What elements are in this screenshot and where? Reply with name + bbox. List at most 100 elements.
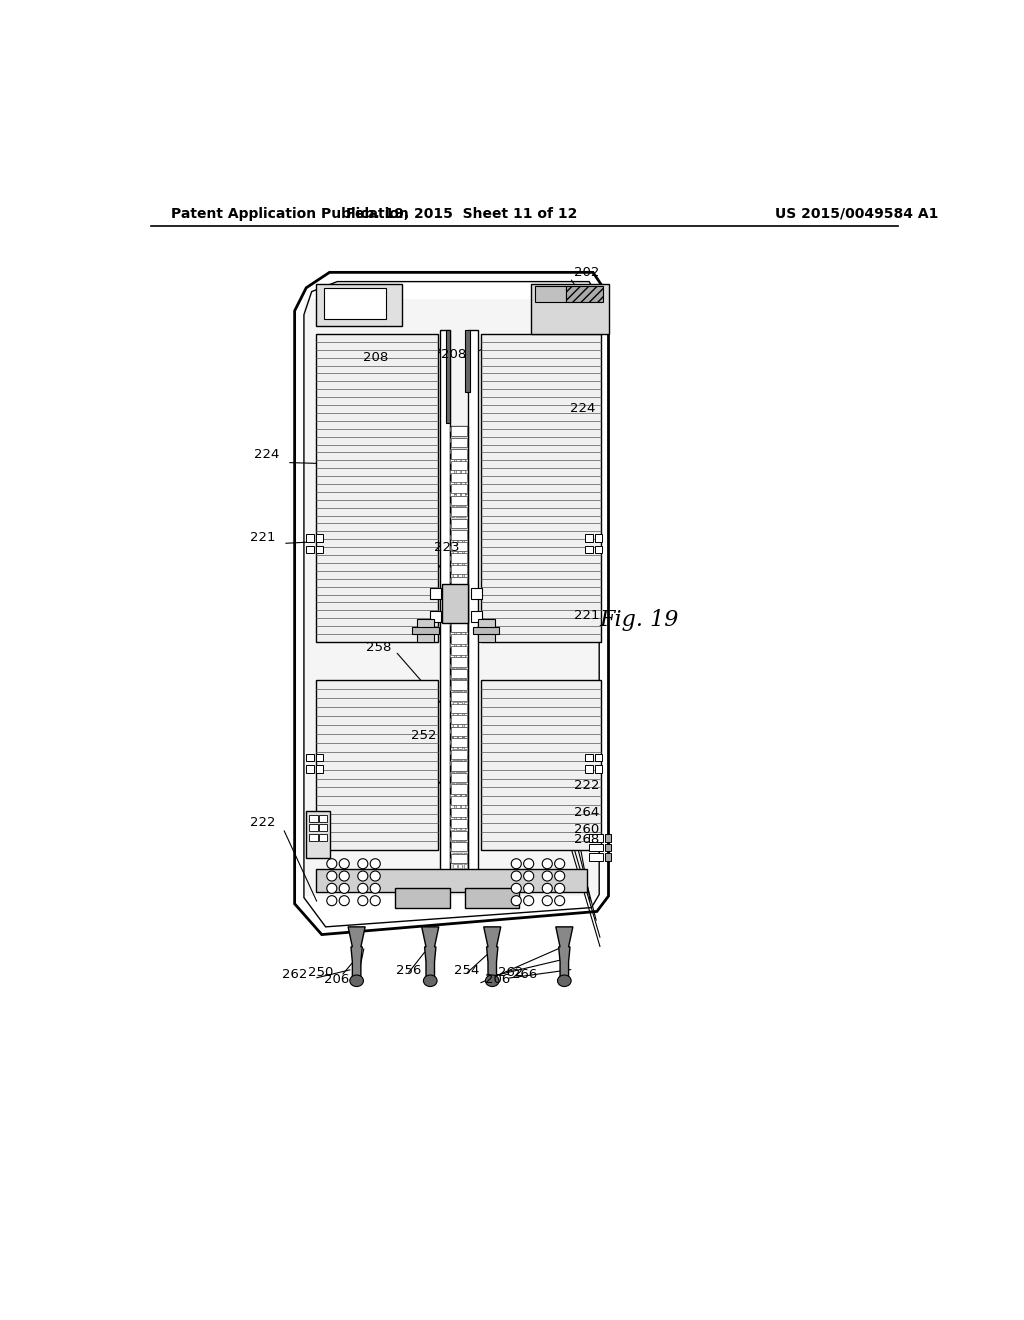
Circle shape: [357, 883, 368, 894]
Bar: [324, 288, 386, 318]
Bar: [453, 519, 457, 523]
Bar: [451, 686, 455, 689]
Bar: [453, 605, 457, 609]
Bar: [453, 627, 457, 631]
Bar: [456, 622, 460, 626]
Bar: [451, 470, 455, 474]
Bar: [452, 818, 467, 829]
Bar: [471, 589, 482, 599]
Bar: [456, 783, 460, 787]
Circle shape: [511, 871, 521, 880]
Bar: [453, 433, 457, 437]
Bar: [452, 726, 467, 737]
Bar: [458, 605, 462, 609]
Bar: [461, 708, 465, 711]
Bar: [456, 568, 460, 572]
Bar: [464, 713, 467, 717]
Bar: [461, 568, 465, 572]
Bar: [451, 503, 455, 507]
Bar: [458, 433, 462, 437]
Bar: [453, 454, 457, 458]
Bar: [452, 784, 467, 793]
Bar: [456, 578, 460, 582]
Bar: [458, 659, 462, 663]
Bar: [451, 459, 455, 463]
Circle shape: [327, 896, 337, 906]
Bar: [464, 454, 467, 458]
Text: 208: 208: [364, 351, 389, 363]
Bar: [456, 428, 460, 432]
Bar: [456, 816, 460, 818]
Circle shape: [555, 883, 564, 894]
Bar: [465, 888, 519, 908]
Bar: [456, 459, 460, 463]
Bar: [456, 697, 460, 701]
Bar: [316, 284, 401, 326]
Bar: [451, 557, 455, 560]
Bar: [451, 664, 455, 668]
Bar: [450, 426, 468, 873]
Bar: [456, 610, 460, 614]
Bar: [319, 834, 328, 841]
Bar: [453, 540, 457, 544]
Bar: [461, 535, 465, 539]
Bar: [464, 444, 467, 447]
Bar: [308, 825, 317, 832]
Bar: [461, 697, 465, 701]
Circle shape: [511, 859, 521, 869]
Text: 254: 254: [454, 964, 479, 977]
Bar: [456, 589, 460, 593]
Bar: [586, 754, 593, 762]
Bar: [453, 713, 457, 717]
Bar: [451, 428, 455, 432]
Bar: [451, 718, 455, 722]
Bar: [452, 692, 467, 701]
Bar: [452, 623, 467, 632]
Circle shape: [511, 896, 521, 906]
Bar: [456, 545, 460, 549]
Bar: [453, 615, 457, 619]
Bar: [566, 286, 603, 302]
Bar: [453, 498, 457, 502]
Bar: [464, 475, 467, 479]
Bar: [456, 524, 460, 528]
Bar: [417, 619, 434, 642]
Bar: [451, 545, 455, 549]
Bar: [595, 535, 602, 543]
Bar: [458, 552, 462, 554]
Bar: [452, 830, 467, 840]
Bar: [464, 799, 467, 803]
Text: 222: 222: [574, 779, 600, 792]
Bar: [456, 492, 460, 496]
Bar: [464, 702, 467, 706]
Bar: [315, 754, 324, 762]
Bar: [453, 508, 457, 512]
Circle shape: [371, 883, 380, 894]
Bar: [453, 756, 457, 760]
Bar: [452, 635, 467, 644]
Bar: [464, 594, 467, 598]
Bar: [473, 627, 500, 635]
Bar: [315, 766, 324, 774]
Bar: [452, 738, 467, 747]
Bar: [308, 816, 317, 822]
Polygon shape: [556, 927, 572, 977]
Bar: [464, 562, 467, 566]
Bar: [458, 594, 462, 598]
Bar: [451, 449, 455, 453]
Bar: [464, 519, 467, 523]
Text: US 2015/0049584 A1: US 2015/0049584 A1: [775, 207, 938, 220]
Bar: [452, 519, 467, 528]
Bar: [452, 715, 467, 725]
Bar: [453, 777, 457, 781]
Bar: [458, 810, 462, 813]
Polygon shape: [422, 927, 438, 977]
Bar: [464, 821, 467, 825]
Circle shape: [327, 883, 337, 894]
Text: 262: 262: [499, 966, 524, 979]
Circle shape: [339, 859, 349, 869]
Bar: [589, 843, 603, 851]
Bar: [445, 330, 451, 422]
Bar: [458, 562, 462, 566]
Bar: [456, 653, 460, 657]
